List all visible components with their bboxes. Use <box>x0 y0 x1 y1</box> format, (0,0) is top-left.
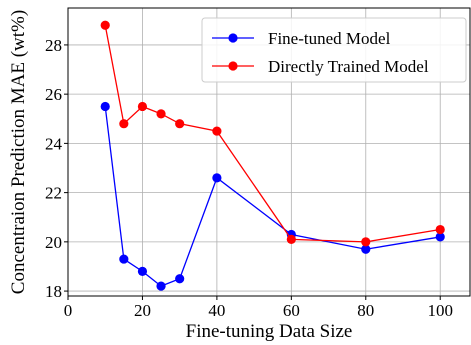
series-1 <box>100 101 445 291</box>
legend-label: Directly Trained Model <box>268 57 429 76</box>
x-tick-label: 0 <box>64 301 73 320</box>
x-tick-label: 60 <box>283 301 300 320</box>
data-point <box>137 101 148 112</box>
y-tick-label: 20 <box>45 233 62 252</box>
data-point <box>100 101 110 112</box>
plot-frame <box>67 7 471 297</box>
data-point <box>435 232 445 242</box>
legend-item: Fine-tuned Model <box>212 29 391 48</box>
y-tick-label: 28 <box>45 36 62 55</box>
data-point <box>100 20 110 30</box>
x-axis-title: Fine-tuning Data Size <box>186 321 353 342</box>
y-axis-title: Concentraion Prediction MAE (wt%) <box>8 10 29 294</box>
x-tick-label: 80 <box>357 301 374 320</box>
legend-label: Fine-tuned Model <box>268 29 391 48</box>
legend-marker <box>228 33 238 43</box>
y-tick-label: 24 <box>45 134 63 153</box>
data-point <box>435 224 445 235</box>
data-point <box>175 119 185 129</box>
y-tick-label: 26 <box>45 85 62 104</box>
data-point <box>212 173 222 183</box>
data-point <box>175 274 185 284</box>
data-point <box>119 254 129 264</box>
x-tick-label: 20 <box>134 301 151 320</box>
data-point <box>119 119 129 129</box>
series-line <box>104 106 441 287</box>
data-point <box>361 237 371 247</box>
data-point <box>286 234 296 244</box>
x-tick-label: 100 <box>427 301 453 320</box>
axis-ticks: 0 20 40 60 80 100 18 20 22 24 26 28 <box>45 36 453 320</box>
legend-marker <box>228 61 238 71</box>
series-2 <box>100 20 445 247</box>
data-point <box>361 244 371 254</box>
data-point <box>156 281 166 291</box>
legend: Fine-tuned Model Directly Trained Model <box>201 17 467 83</box>
data-point <box>156 109 166 119</box>
x-tick-label: 40 <box>208 301 225 320</box>
legend-item: Directly Trained Model <box>212 57 429 76</box>
y-tick-label: 18 <box>45 282 62 301</box>
series-layer <box>100 20 445 291</box>
data-point <box>212 126 222 136</box>
y-tick-label: 22 <box>45 184 62 203</box>
data-point <box>137 266 148 276</box>
legend-box <box>201 17 467 83</box>
